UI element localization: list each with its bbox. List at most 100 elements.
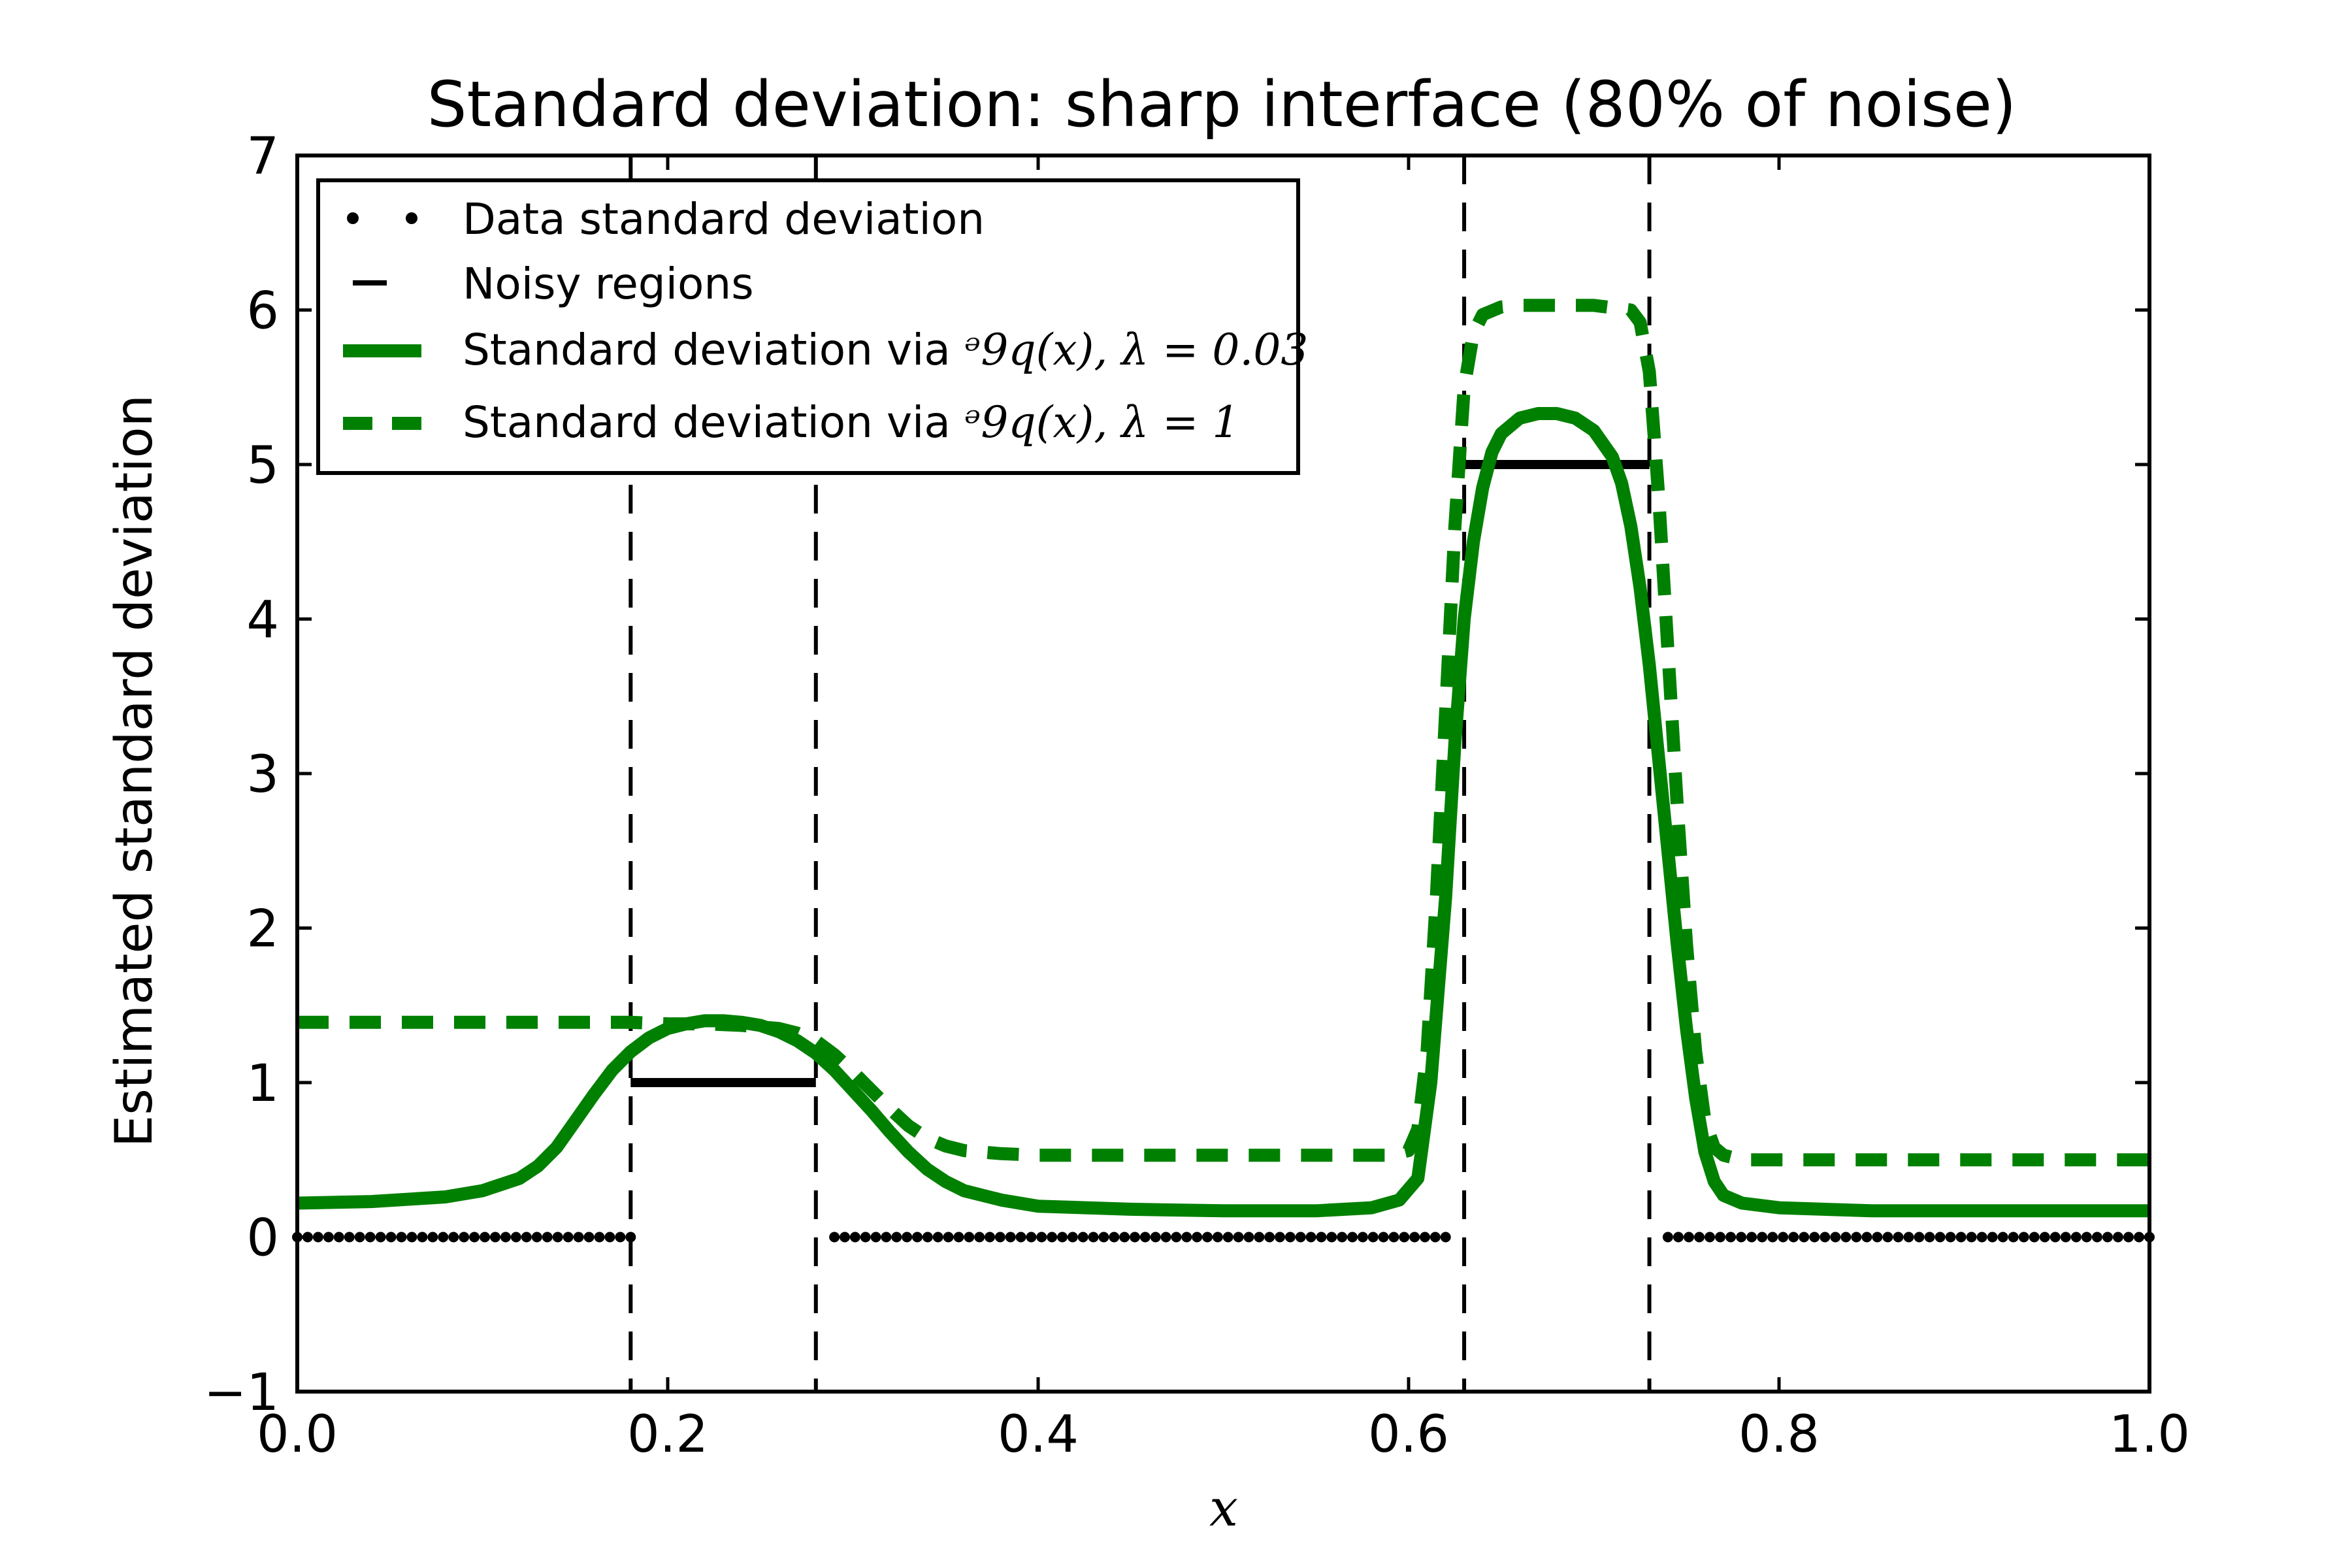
y-tick-label: 3 xyxy=(246,745,279,804)
data-std-dot xyxy=(1757,1232,1768,1243)
data-std-dot xyxy=(1192,1232,1203,1243)
data-std-dot xyxy=(365,1232,376,1243)
data-std-dot xyxy=(1305,1232,1316,1243)
data-std-dot xyxy=(1893,1232,1904,1243)
data-std-dot xyxy=(344,1232,355,1243)
data-std-dot xyxy=(1036,1232,1047,1243)
data-std-dot xyxy=(1788,1232,1799,1243)
data-std-dot xyxy=(1799,1232,1810,1243)
legend-label-noisy: Noisy regions xyxy=(463,259,754,309)
data-std-dot xyxy=(417,1232,428,1243)
data-std-dot xyxy=(1274,1232,1285,1243)
data-std-dot xyxy=(1171,1232,1182,1243)
data-std-dot xyxy=(1005,1232,1016,1243)
data-std-dot xyxy=(1830,1232,1841,1243)
data-std-dot xyxy=(1409,1232,1420,1243)
legend-item-noisy: Noisy regions xyxy=(353,259,754,309)
data-std-dot xyxy=(1295,1232,1306,1243)
data-std-dot xyxy=(1212,1232,1223,1243)
series-line-lambda-1 xyxy=(297,299,2149,1167)
data-std-dot xyxy=(1851,1232,1862,1243)
data-std-dot xyxy=(573,1232,584,1243)
data-std-dot xyxy=(406,1232,417,1243)
data-std-dot xyxy=(943,1232,954,1243)
data-std-dot xyxy=(1945,1232,1956,1243)
data-std-dot xyxy=(542,1232,553,1243)
x-tick-label: 0.0 xyxy=(257,1405,338,1464)
data-std-dot xyxy=(354,1232,365,1243)
data-std-dot xyxy=(583,1232,595,1243)
data-std-dot xyxy=(1736,1232,1747,1243)
data-std-dot xyxy=(1882,1232,1893,1243)
data-std-dot xyxy=(1129,1232,1140,1243)
data-std-dot xyxy=(489,1232,500,1243)
data-std-dot xyxy=(1809,1232,1820,1243)
data-std-dot xyxy=(615,1232,626,1243)
data-std-dot xyxy=(1715,1232,1726,1243)
data-std-dot xyxy=(1067,1232,1078,1243)
data-std-dot xyxy=(604,1232,615,1243)
x-tick-label: 0.2 xyxy=(627,1405,708,1464)
data-std-dot xyxy=(2029,1232,2040,1243)
legend-label-dashed: Standard deviation via xyxy=(463,397,964,448)
data-std-dots-2 xyxy=(1662,1232,2155,1243)
data-std-dot xyxy=(625,1232,636,1243)
data-std-dot xyxy=(1662,1232,1673,1243)
data-std-dot xyxy=(2102,1232,2113,1243)
data-std-dot xyxy=(552,1232,563,1243)
data-std-dot xyxy=(1337,1232,1348,1243)
data-std-dot xyxy=(1997,1232,2008,1243)
data-std-dot xyxy=(385,1232,397,1243)
legend-label-data: Data standard deviation xyxy=(463,194,985,244)
data-std-dot xyxy=(2018,1232,2029,1243)
axis-ticks: 0.0 0.2 0.4 0.6 0.8 1.0 −1 0 1 2 3 4 5 6 7 xyxy=(204,127,2190,1464)
data-std-dot xyxy=(1820,1232,1831,1243)
legend-text-solid: Standard deviation via ᵊ9q(x), λ = 0.03 xyxy=(463,325,1308,375)
data-std-dot xyxy=(953,1232,964,1243)
data-std-dot xyxy=(1243,1232,1254,1243)
data-std-dot xyxy=(849,1232,860,1243)
data-std-dot xyxy=(974,1232,985,1243)
data-std-dot xyxy=(1440,1232,1451,1243)
data-std-dot xyxy=(427,1232,438,1243)
legend-marker-dot xyxy=(347,212,359,224)
x-tick-label: 0.8 xyxy=(1739,1405,1820,1464)
data-std-dot xyxy=(1254,1232,1265,1243)
data-std-dot xyxy=(1056,1232,1068,1243)
data-std-dot xyxy=(1098,1232,1109,1243)
data-std-dot xyxy=(902,1232,913,1243)
data-std-dot xyxy=(1903,1232,1914,1243)
data-std-dot xyxy=(1222,1232,1233,1243)
data-std-dot xyxy=(1015,1232,1026,1243)
data-std-dot xyxy=(891,1232,902,1243)
data-std-dot xyxy=(1872,1232,1883,1243)
data-std-dot xyxy=(860,1232,871,1243)
data-std-dot xyxy=(2091,1232,2102,1243)
data-std-dot xyxy=(1966,1232,1977,1243)
y-tick-label: 0 xyxy=(246,1209,279,1268)
y-tick-label: 5 xyxy=(246,436,279,495)
data-std-dot xyxy=(840,1232,851,1243)
data-std-dot xyxy=(985,1232,996,1243)
data-std-dot xyxy=(1160,1232,1171,1243)
data-std-dot xyxy=(932,1232,943,1243)
data-std-dot xyxy=(459,1232,470,1243)
data-std-dot xyxy=(1139,1232,1151,1243)
data-std-dot xyxy=(2112,1232,2123,1243)
data-std-dot xyxy=(1914,1232,1925,1243)
data-std-dot xyxy=(1693,1232,1705,1243)
data-std-dot xyxy=(2070,1232,2082,1243)
data-std-dot xyxy=(1150,1232,1161,1243)
y-tick-label: −1 xyxy=(204,1364,279,1422)
data-std-dot xyxy=(1399,1232,1410,1243)
chart-title: Standard deviation: sharp interface (80%… xyxy=(427,68,2017,141)
y-axis-label: Estimated standard deviation xyxy=(105,395,164,1147)
data-std-dot xyxy=(1367,1232,1379,1243)
data-std-dot xyxy=(1119,1232,1130,1243)
data-std-dot xyxy=(1746,1232,1757,1243)
y-tick-label: 7 xyxy=(246,127,279,186)
data-std-dot xyxy=(1704,1232,1715,1243)
legend-item-solid: Standard deviation via ᵊ9q(x), λ = 0.03 xyxy=(343,325,1308,375)
series-line-lambda-0-03 xyxy=(297,407,2149,1218)
y-tick-label: 6 xyxy=(246,282,279,341)
